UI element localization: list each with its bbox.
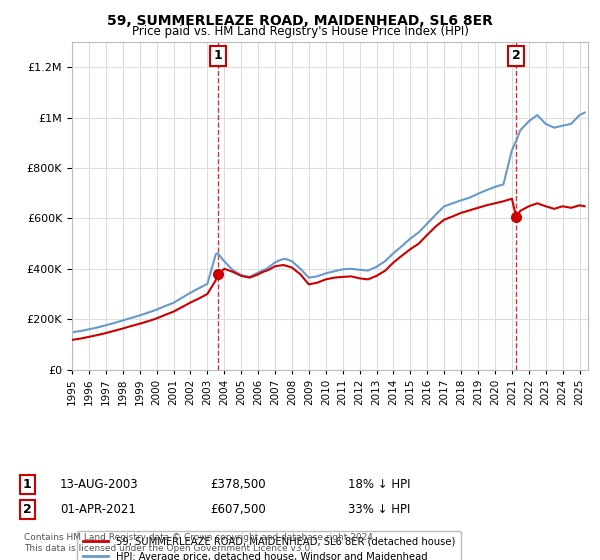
Text: 2: 2 xyxy=(23,503,31,516)
Text: Price paid vs. HM Land Registry's House Price Index (HPI): Price paid vs. HM Land Registry's House … xyxy=(131,25,469,38)
Text: 59, SUMMERLEAZE ROAD, MAIDENHEAD, SL6 8ER: 59, SUMMERLEAZE ROAD, MAIDENHEAD, SL6 8E… xyxy=(107,14,493,28)
Text: Contains HM Land Registry data © Crown copyright and database right 2024.: Contains HM Land Registry data © Crown c… xyxy=(24,533,376,542)
Text: 2: 2 xyxy=(512,49,520,62)
Text: 01-APR-2021: 01-APR-2021 xyxy=(60,503,136,516)
Legend: 59, SUMMERLEAZE ROAD, MAIDENHEAD, SL6 8ER (detached house), HPI: Average price, : 59, SUMMERLEAZE ROAD, MAIDENHEAD, SL6 8E… xyxy=(77,531,461,560)
Text: £607,500: £607,500 xyxy=(210,503,266,516)
Text: This data is licensed under the Open Government Licence v3.0.: This data is licensed under the Open Gov… xyxy=(24,544,313,553)
Text: 13-AUG-2003: 13-AUG-2003 xyxy=(60,478,139,491)
Text: 1: 1 xyxy=(214,49,222,62)
Text: £378,500: £378,500 xyxy=(210,478,266,491)
Text: 1: 1 xyxy=(23,478,31,491)
Text: 18% ↓ HPI: 18% ↓ HPI xyxy=(348,478,410,491)
Text: 33% ↓ HPI: 33% ↓ HPI xyxy=(348,503,410,516)
